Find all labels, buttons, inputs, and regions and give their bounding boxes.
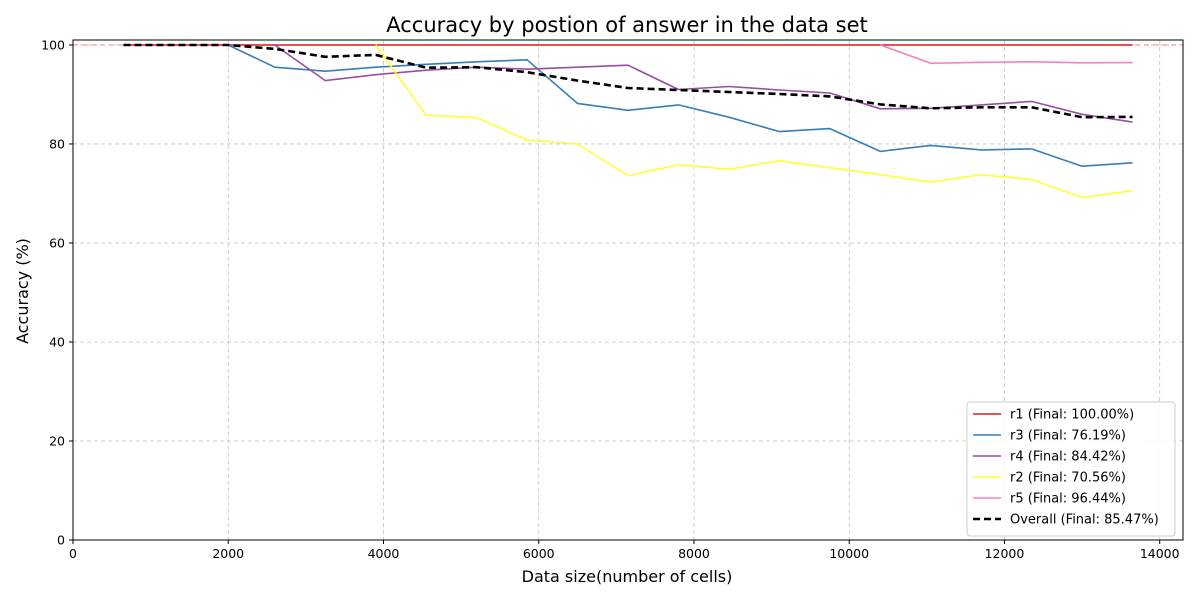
- series-line-4: [880, 44, 1133, 65]
- y-tick-label: 40: [49, 334, 65, 349]
- y-tick-label: 0: [57, 533, 65, 548]
- legend-entry-label: Overall (Final: 85.47%): [1010, 513, 1159, 528]
- chart-title: Accuracy by postion of answer in the dat…: [386, 13, 867, 37]
- series-line-3: [375, 44, 1133, 199]
- legend: r1 (Final: 100.00%) r3 (Final: 76.19%) r4 …: [966, 401, 1176, 537]
- y-tick-label: 100: [41, 37, 65, 52]
- x-tick-label: 14000: [1140, 546, 1180, 561]
- x-axis-label: Data size(number of cells): [522, 567, 733, 586]
- y-tick-label: 60: [49, 235, 65, 250]
- legend-entry-label: r4 (Final: 84.42%): [1010, 450, 1126, 465]
- x-tick-label: 6000: [523, 546, 555, 561]
- legend-entry-label: r1 (Final: 100.00%): [1010, 408, 1134, 423]
- x-tick-label: 0: [69, 546, 77, 561]
- legend-entry-label: r3 (Final: 76.19%): [1010, 429, 1126, 444]
- x-tick-label: 8000: [678, 546, 710, 561]
- legend-box: [966, 401, 1176, 537]
- y-axis-ticks: 0 20 40 60 80 100: [41, 37, 73, 548]
- legend-entry-label: r5 (Final: 96.44%): [1010, 492, 1126, 507]
- plot-frame: [72, 39, 1184, 541]
- x-tick-label: 2000: [212, 546, 244, 561]
- y-tick-label: 20: [49, 433, 65, 448]
- x-tick-label: 10000: [829, 546, 869, 561]
- x-tick-label: 4000: [368, 546, 400, 561]
- x-tick-label: 12000: [985, 546, 1025, 561]
- series-line-5: [123, 43, 1133, 119]
- y-tick-label: 80: [49, 136, 65, 151]
- x-axis-ticks: 0 2000 4000 6000 8000 10000 12000 14000: [69, 540, 1180, 561]
- series-line-1: [227, 44, 1133, 167]
- y-axis-label: Accuracy (%): [13, 238, 32, 344]
- series-layer: [123, 43, 1133, 199]
- series-line-2: [274, 44, 1133, 123]
- legend-entry-label: r2 (Final: 70.56%): [1010, 471, 1126, 486]
